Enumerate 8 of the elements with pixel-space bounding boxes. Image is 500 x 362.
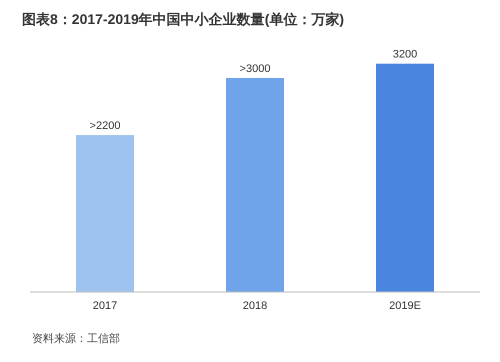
text: 资料来源：工信部 [32,332,120,345]
x-tick-label: 2017 [92,300,118,312]
data-label: 3200 [392,48,418,61]
data-label: >2200 [90,120,120,132]
x-tick-label: 2019E [389,300,421,312]
data-label: >3000 [240,62,270,75]
x-tick-label: 2018 [242,300,268,312]
chart-title: 图表8：2017-2019年中国中小企业数量(单位：万家) [22,11,344,27]
